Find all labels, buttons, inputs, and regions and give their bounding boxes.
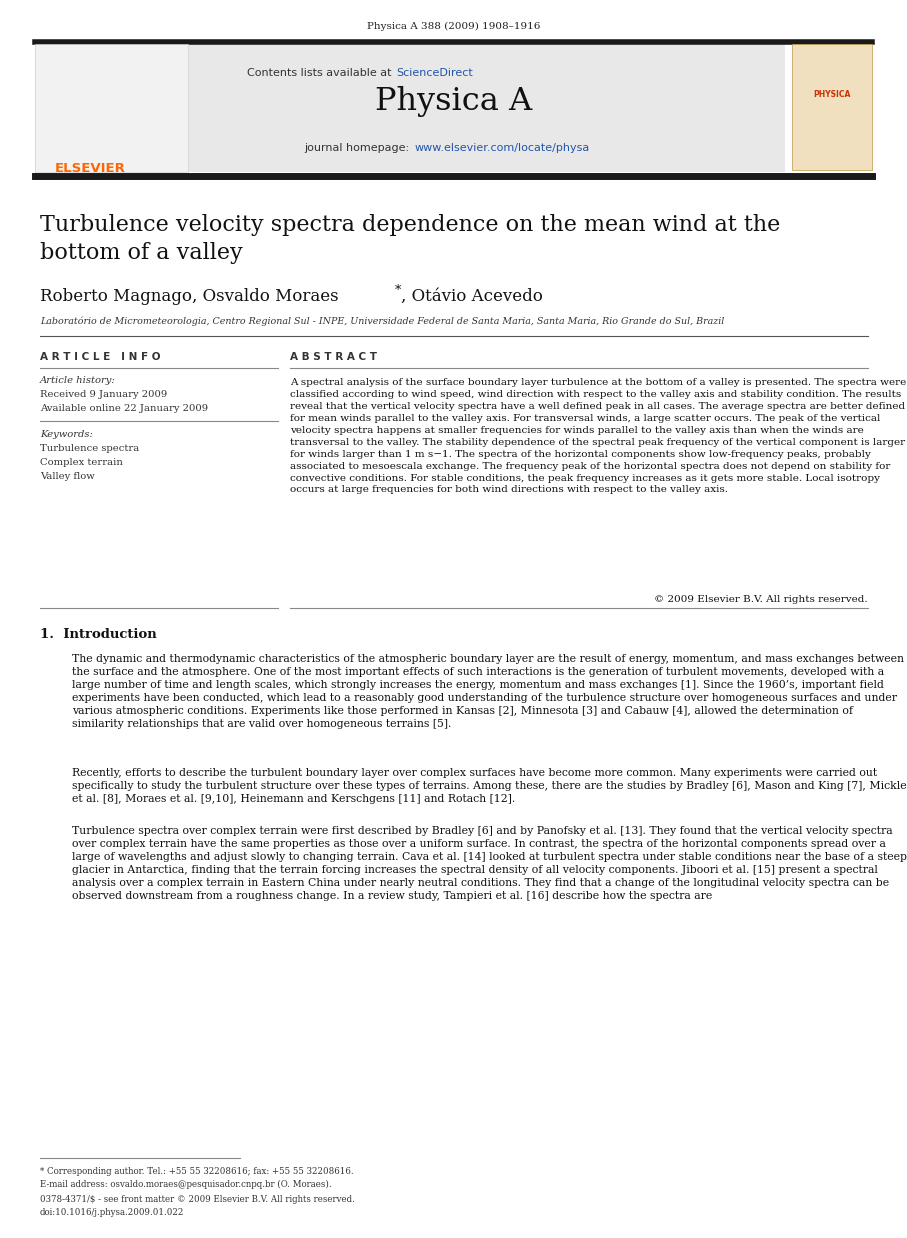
- Bar: [35, 45, 785, 172]
- Bar: [35, 45, 188, 172]
- Text: E-mail address: osvaldo.moraes@pesquisador.cnpq.br (O. Moraes).: E-mail address: osvaldo.moraes@pesquisad…: [40, 1180, 332, 1190]
- Bar: [792, 45, 872, 170]
- Text: The dynamic and thermodynamic characteristics of the atmospheric boundary layer : The dynamic and thermodynamic characteri…: [72, 654, 904, 729]
- Text: Available online 22 January 2009: Available online 22 January 2009: [40, 404, 208, 413]
- Text: ScienceDirect: ScienceDirect: [396, 68, 473, 78]
- Text: * Corresponding author. Tel.: +55 55 32208616; fax: +55 55 32208616.: * Corresponding author. Tel.: +55 55 322…: [40, 1167, 354, 1176]
- Text: Laboratório de Micrometeorologia, Centro Regional Sul - INPE, Universidade Feder: Laboratório de Micrometeorologia, Centro…: [40, 316, 725, 326]
- Text: , Otávio Acevedo: , Otávio Acevedo: [401, 288, 543, 305]
- Text: 0378-4371/$ - see front matter © 2009 Elsevier B.V. All rights reserved.: 0378-4371/$ - see front matter © 2009 El…: [40, 1195, 355, 1205]
- Text: Received 9 January 2009: Received 9 January 2009: [40, 390, 167, 399]
- Text: A R T I C L E   I N F O: A R T I C L E I N F O: [40, 352, 161, 361]
- Text: Physica A: Physica A: [375, 85, 532, 118]
- Text: Contents lists available at: Contents lists available at: [247, 68, 395, 78]
- Text: Roberto Magnago, Osvaldo Moraes: Roberto Magnago, Osvaldo Moraes: [40, 288, 338, 305]
- Text: journal homepage:: journal homepage:: [304, 144, 413, 154]
- Text: ELSEVIER: ELSEVIER: [55, 162, 126, 175]
- Text: A B S T R A C T: A B S T R A C T: [290, 352, 377, 361]
- Text: PHYSICA: PHYSICA: [814, 90, 851, 99]
- Text: Complex terrain: Complex terrain: [40, 458, 122, 467]
- Text: *: *: [395, 284, 401, 297]
- Text: Article history:: Article history:: [40, 376, 116, 385]
- Text: Valley flow: Valley flow: [40, 472, 94, 482]
- Text: Turbulence spectra over complex terrain were first described by Bradley [6] and : Turbulence spectra over complex terrain …: [72, 826, 907, 901]
- Text: © 2009 Elsevier B.V. All rights reserved.: © 2009 Elsevier B.V. All rights reserved…: [654, 595, 868, 604]
- Text: Turbulence spectra: Turbulence spectra: [40, 444, 140, 453]
- Text: Turbulence velocity spectra dependence on the mean wind at the
bottom of a valle: Turbulence velocity spectra dependence o…: [40, 214, 780, 264]
- Text: Physica A 388 (2009) 1908–1916: Physica A 388 (2009) 1908–1916: [366, 22, 541, 31]
- Text: doi:10.1016/j.physa.2009.01.022: doi:10.1016/j.physa.2009.01.022: [40, 1208, 184, 1217]
- Text: Recently, efforts to describe the turbulent boundary layer over complex surfaces: Recently, efforts to describe the turbul…: [72, 768, 907, 803]
- Text: Keywords:: Keywords:: [40, 430, 93, 439]
- Text: 1.  Introduction: 1. Introduction: [40, 628, 157, 641]
- Text: www.elsevier.com/locate/physa: www.elsevier.com/locate/physa: [414, 144, 590, 154]
- Text: A spectral analysis of the surface boundary layer turbulence at the bottom of a : A spectral analysis of the surface bound…: [290, 378, 906, 494]
